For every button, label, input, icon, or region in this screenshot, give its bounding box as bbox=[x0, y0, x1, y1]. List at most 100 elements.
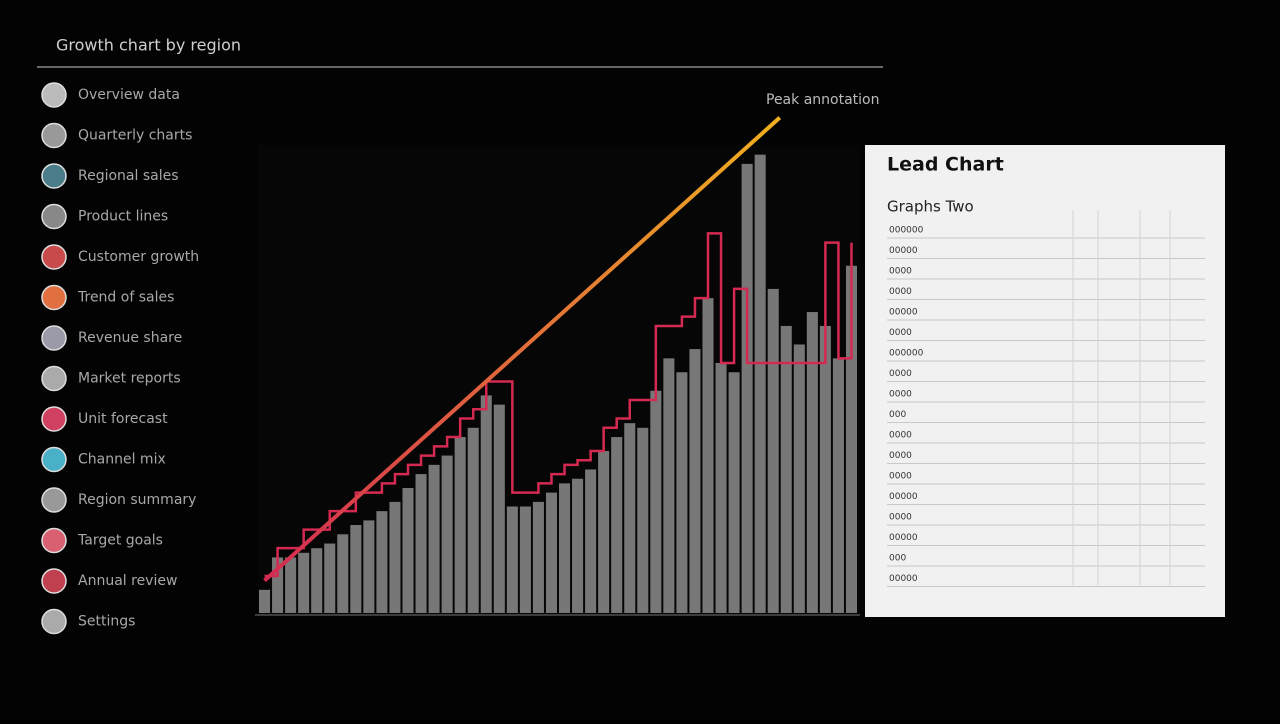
sidebar-label: Settings bbox=[78, 614, 135, 630]
bar bbox=[637, 427, 649, 613]
bar bbox=[754, 154, 766, 613]
sidebar-label: Customer growth bbox=[78, 249, 199, 265]
bar bbox=[337, 534, 349, 613]
bar bbox=[832, 358, 844, 613]
bar bbox=[350, 525, 362, 613]
bar bbox=[467, 427, 479, 613]
bar bbox=[324, 543, 336, 613]
bar bbox=[298, 552, 310, 613]
bar bbox=[415, 474, 427, 613]
sidebar-label: Trend of sales bbox=[77, 290, 174, 306]
bar bbox=[676, 372, 688, 613]
bar bbox=[506, 506, 518, 613]
panel-row-label: 0000 bbox=[889, 431, 912, 441]
sidebar-icon bbox=[41, 527, 67, 554]
bar bbox=[715, 362, 727, 613]
bar bbox=[572, 478, 584, 613]
bar bbox=[819, 325, 831, 613]
bar bbox=[741, 163, 753, 613]
sidebar-icon bbox=[41, 122, 67, 149]
bar bbox=[363, 520, 375, 613]
bar bbox=[793, 344, 805, 613]
bar bbox=[728, 372, 740, 613]
bar bbox=[493, 404, 505, 613]
sidebar-label: Region summary bbox=[78, 492, 196, 508]
chart-annotation: Peak annotation bbox=[766, 92, 879, 108]
bar bbox=[402, 487, 414, 613]
panel-row-label: 000000 bbox=[889, 226, 924, 236]
bar bbox=[532, 501, 544, 613]
bar bbox=[767, 288, 779, 613]
bar bbox=[259, 589, 271, 613]
sidebar-icon bbox=[41, 203, 67, 230]
bar bbox=[428, 464, 440, 613]
sidebar-icon bbox=[41, 608, 67, 635]
bar bbox=[585, 469, 597, 613]
sidebar-icon bbox=[41, 446, 67, 473]
panel-row-label: 0000 bbox=[889, 513, 912, 523]
series-line bbox=[263, 116, 782, 583]
panel-row-label: 00000 bbox=[889, 492, 918, 502]
bar bbox=[845, 265, 857, 613]
panel-row-label: 0000 bbox=[889, 267, 912, 277]
panel-row-label: 0000 bbox=[889, 451, 912, 461]
panel-row-label: 000 bbox=[889, 554, 906, 564]
panel-row-label: 0000 bbox=[889, 472, 912, 482]
sidebar-icon bbox=[41, 244, 67, 270]
sidebar-icon bbox=[41, 406, 67, 432]
sidebar-label: Annual review bbox=[78, 573, 177, 589]
bar bbox=[559, 483, 571, 613]
bar bbox=[272, 557, 284, 613]
bar bbox=[806, 312, 818, 613]
bar bbox=[780, 325, 792, 613]
sidebar-icon bbox=[41, 82, 67, 108]
panel-title: Lead Chart bbox=[887, 154, 1004, 176]
bar bbox=[441, 455, 453, 613]
bar bbox=[311, 548, 323, 613]
series-line bbox=[264, 232, 853, 578]
sidebar-label: Product lines bbox=[78, 209, 168, 225]
panel-row-label: 000000 bbox=[889, 349, 924, 359]
sidebar-icon bbox=[41, 163, 67, 189]
panel-row-label: 00000 bbox=[889, 574, 918, 584]
bar bbox=[545, 492, 557, 613]
panel-row-label: 00000 bbox=[889, 246, 918, 256]
bar bbox=[376, 511, 388, 613]
page-title: Growth chart by region bbox=[56, 36, 241, 55]
sidebar-icon bbox=[41, 325, 67, 351]
sidebar-label: Market reports bbox=[78, 371, 181, 387]
bar bbox=[480, 395, 492, 613]
sidebar-icon bbox=[41, 487, 67, 513]
bar bbox=[389, 501, 401, 613]
sidebar-label: Channel mix bbox=[78, 452, 166, 468]
sidebar-label: Unit forecast bbox=[78, 411, 168, 427]
panel-row-label: 00000 bbox=[889, 308, 918, 318]
bar bbox=[519, 506, 531, 613]
sidebar-icon bbox=[41, 284, 67, 311]
panel-row-label: 0000 bbox=[889, 369, 912, 379]
bar bbox=[285, 557, 297, 613]
sidebar-label: Overview data bbox=[78, 87, 180, 103]
sidebar-label: Quarterly charts bbox=[78, 128, 192, 144]
sidebar-label: Revenue share bbox=[78, 330, 182, 346]
bar bbox=[624, 423, 636, 613]
bar bbox=[454, 437, 466, 613]
bar bbox=[598, 450, 610, 613]
bar bbox=[689, 349, 701, 613]
panel-subtitle: Graphs Two bbox=[887, 198, 974, 216]
panel-row-label: 0000 bbox=[889, 328, 912, 338]
panel-row-label: 0000 bbox=[889, 390, 912, 400]
sidebar-label: Target goals bbox=[77, 533, 163, 549]
sidebar-label: Regional sales bbox=[78, 168, 179, 184]
bar bbox=[611, 437, 623, 613]
bar bbox=[702, 298, 714, 613]
panel-row-label: 00000 bbox=[889, 533, 918, 543]
panel-row-label: 0000 bbox=[889, 287, 912, 297]
sidebar-icon bbox=[41, 568, 67, 594]
panel-row-label: 000 bbox=[889, 410, 906, 420]
bar bbox=[663, 358, 675, 613]
sidebar-icon bbox=[41, 365, 67, 392]
bar bbox=[650, 390, 662, 613]
